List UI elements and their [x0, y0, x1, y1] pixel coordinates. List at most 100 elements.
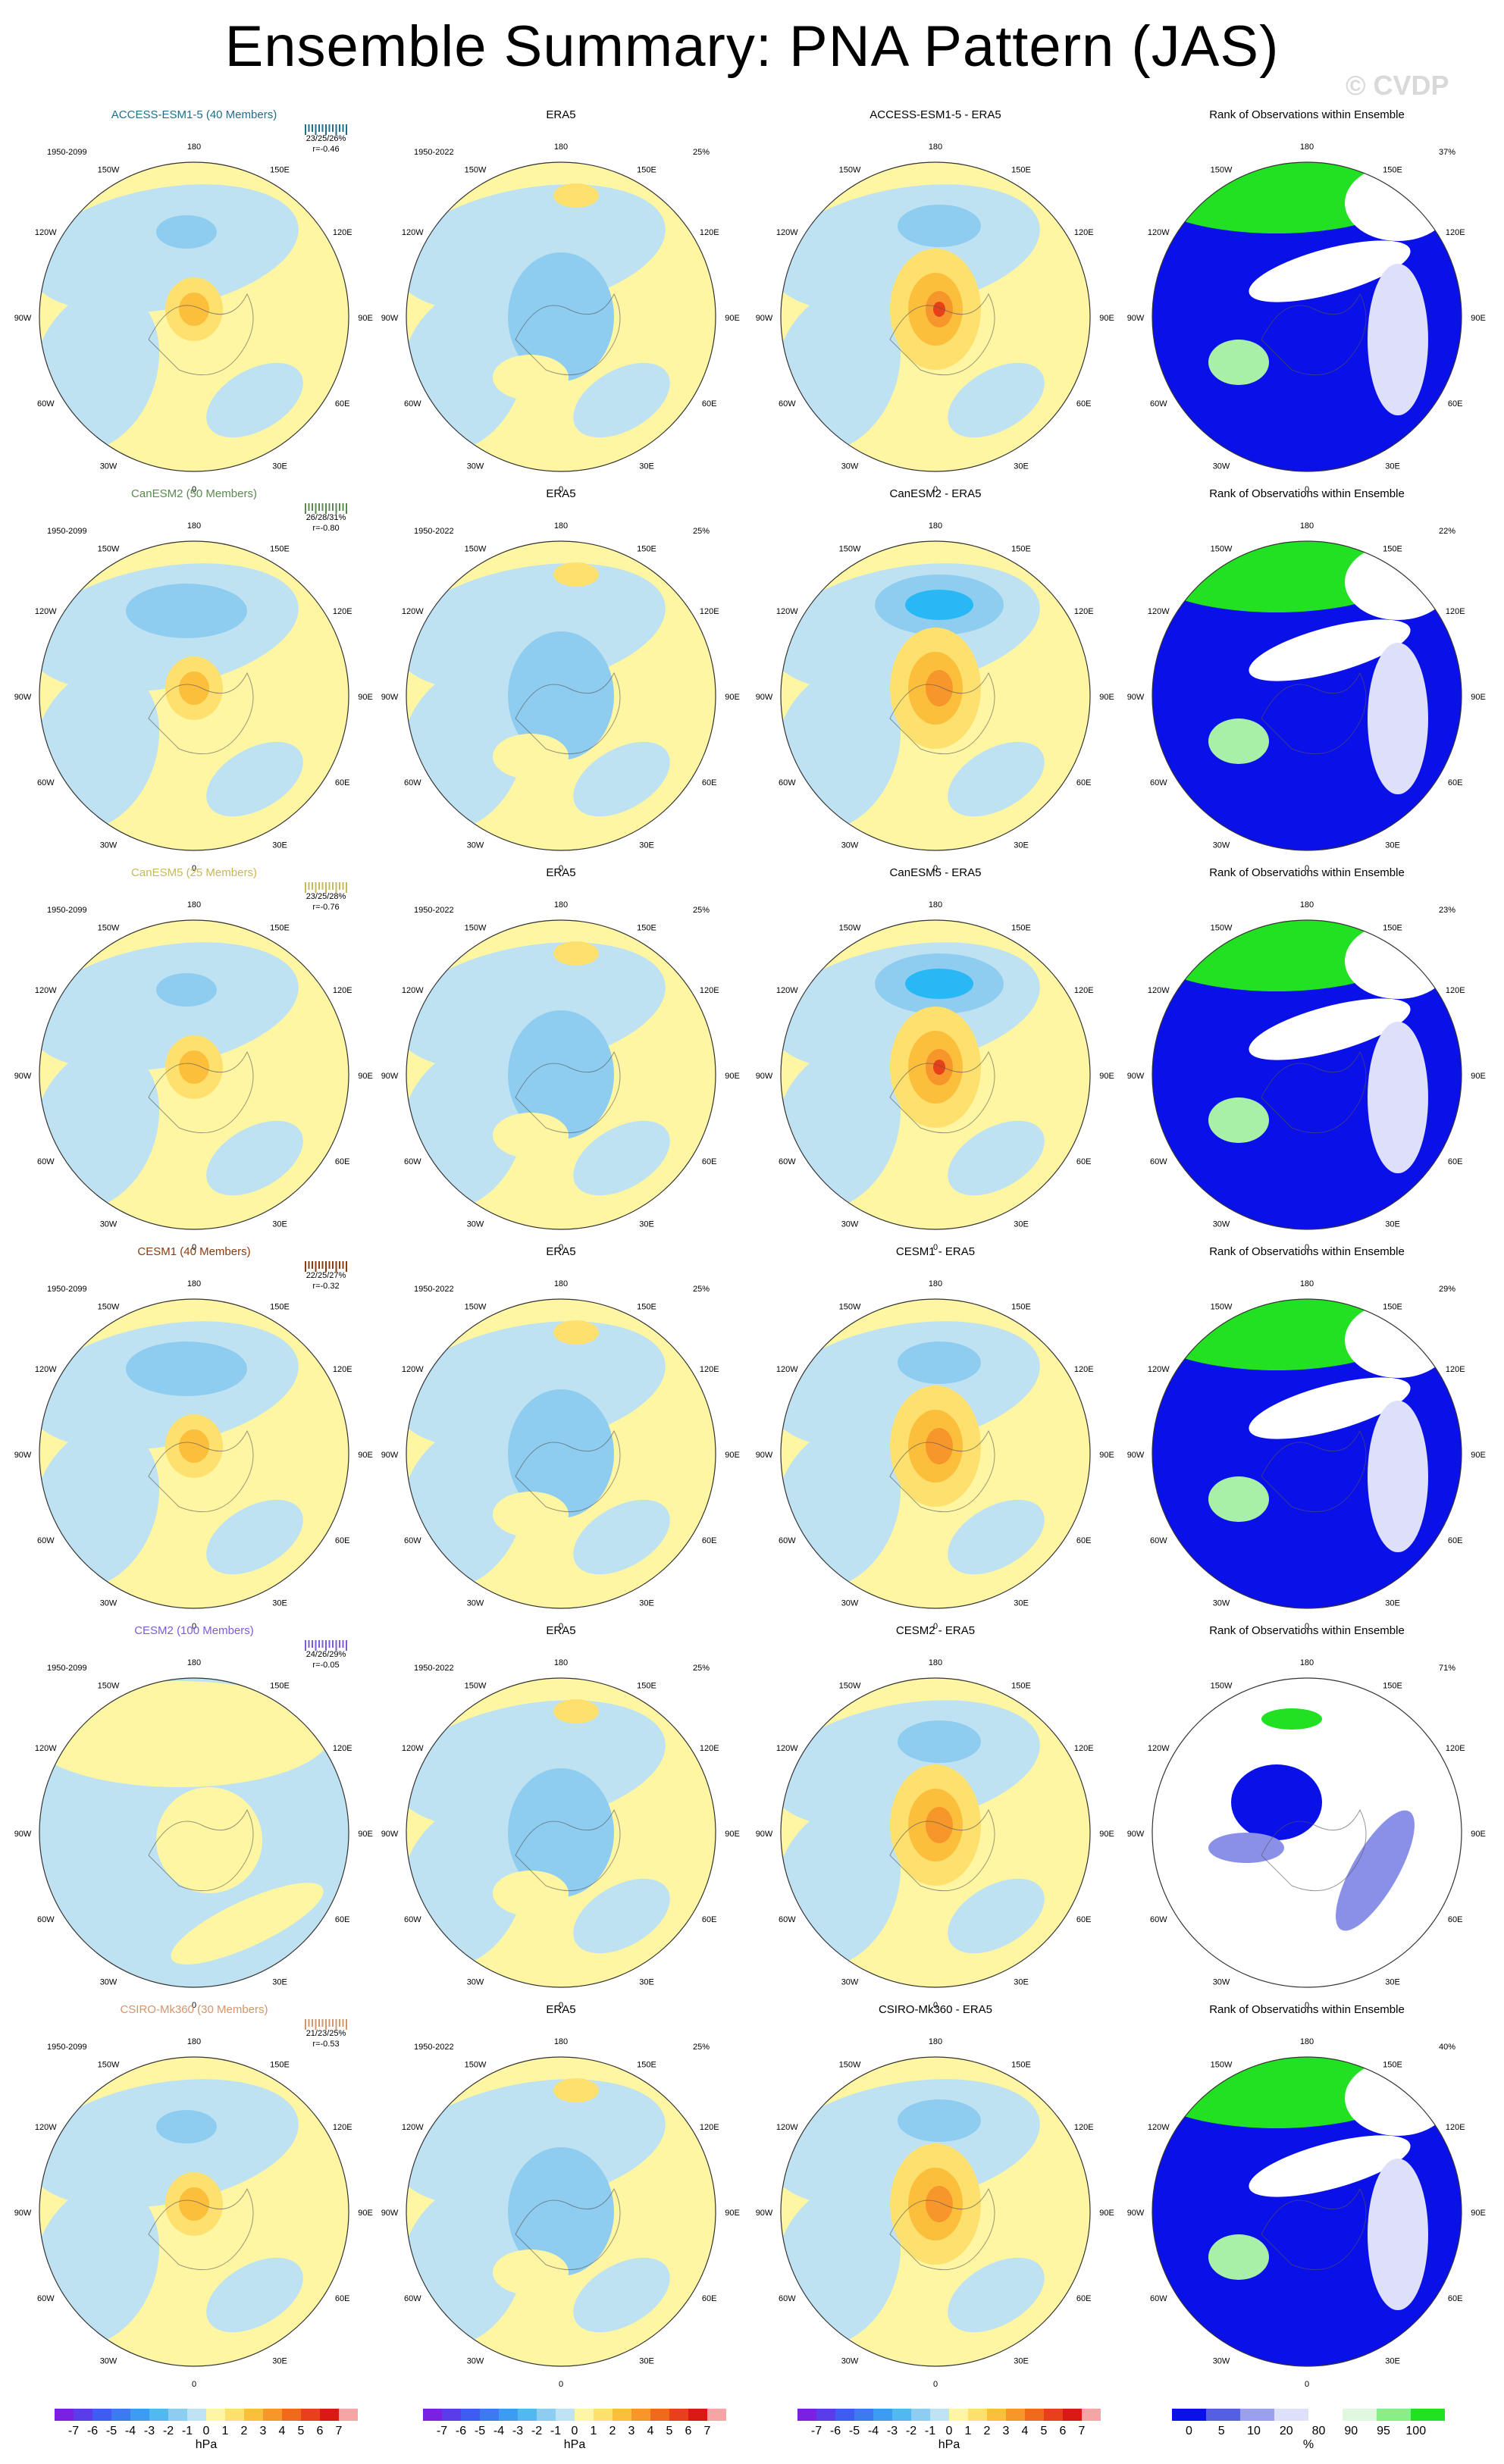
longitude-label: 60E — [335, 399, 350, 409]
longitude-label: 120E — [1446, 607, 1465, 616]
longitude-label: 120E — [1074, 1365, 1094, 1374]
variance-pct: 29% — [1439, 1285, 1455, 1294]
longitude-label: 30E — [1385, 841, 1400, 850]
coastline — [515, 293, 621, 376]
colorbar-tick-label: -3 — [512, 2425, 523, 2437]
longitude-label: 0 — [933, 1243, 938, 1252]
positive-anomaly — [156, 1787, 262, 1893]
longitude-label: 120E — [700, 2123, 719, 2132]
longitude-label: 90W — [14, 1451, 32, 1460]
longitude-label: 180 — [187, 521, 201, 531]
longitude-label: 180 — [554, 142, 568, 152]
colorbar-tick-label: 10 — [1247, 2425, 1261, 2437]
variance-pct: 25% — [693, 906, 710, 915]
colorbar-tick-label: 5 — [1041, 2425, 1048, 2437]
rank-mid — [1368, 643, 1428, 794]
longitude-label: 150E — [270, 923, 290, 932]
positive-anomaly — [179, 2187, 209, 2221]
colorbar-swatch — [797, 2409, 816, 2421]
longitude-label: 180 — [929, 1658, 942, 1667]
coastline — [1261, 672, 1367, 755]
positive-anomaly — [493, 1871, 569, 1916]
map-rim — [1152, 161, 1462, 472]
period-label: 1950-2022 — [414, 1664, 454, 1673]
map-panel-cesm1-model: 180 150E 120E 90E 60E 30E 0 30W 60W 90W 120W 150W CE… — [14, 1245, 373, 1631]
longitude-label: 90W — [14, 314, 32, 323]
longitude-label: 60W — [1150, 1536, 1167, 1545]
longitude-label: 120E — [700, 607, 719, 616]
longitude-label: 30E — [1014, 1978, 1029, 1987]
longitude-label: 120E — [1074, 986, 1094, 995]
longitude-label: 150E — [270, 165, 290, 174]
negative-anomaly — [573, 1499, 670, 1575]
longitude-label: 0 — [933, 485, 938, 494]
longitude-label: 90W — [756, 2209, 773, 2218]
positive-anomaly — [493, 1492, 569, 1537]
longitude-label: 120W — [402, 1744, 424, 1753]
longitude-label: 0 — [1305, 2001, 1309, 2010]
map-rim — [1152, 1677, 1462, 1988]
colorbar-swatch — [1377, 2409, 1411, 2421]
longitude-label: 120E — [700, 986, 719, 995]
longitude-label: 90W — [381, 1451, 399, 1460]
colorbar-tick-label: -7 — [437, 2425, 447, 2437]
colorbar-tick-label: 1 — [591, 2425, 597, 2437]
longitude-label: 30E — [272, 462, 287, 471]
variance-pct: 71% — [1439, 1664, 1455, 1673]
longitude-label: 120W — [35, 228, 57, 237]
colorbar-swatch — [968, 2409, 987, 2421]
map-rim — [780, 161, 1091, 472]
map-rim — [39, 161, 349, 472]
longitude-label: 150W — [1211, 923, 1233, 932]
longitude-label: 180 — [187, 142, 201, 152]
colorbar-unit: % — [1303, 2438, 1314, 2451]
longitude-label: 90W — [756, 1072, 773, 1081]
map-panel-cesm1-rank: 180 150E 120E 90E 60E 30E 0 30W 60W 90W 120W 150W Ra… — [1127, 1245, 1486, 1631]
longitude-label: 90E — [725, 1072, 740, 1081]
period-label: 1950-2099 — [47, 1285, 87, 1294]
pattern-correlation: r=-0.32 — [312, 1282, 339, 1291]
longitude-label: 60W — [404, 1915, 421, 1924]
longitude-label: 120W — [1148, 1744, 1170, 1753]
map-rim — [780, 2056, 1091, 2367]
panel-title: ACCESS-ESM1-5 - ERA5 — [870, 108, 1001, 121]
panel-title: CESM1 - ERA5 — [896, 1245, 975, 1258]
panel-title: Rank of Observations within Ensemble — [1209, 487, 1405, 500]
negative-anomaly — [573, 741, 670, 817]
rank-high — [1208, 1476, 1269, 1522]
longitude-label: 120E — [700, 1744, 719, 1753]
longitude-label: 60E — [1076, 778, 1092, 787]
map-panel-cesm2-rank: 180 150E 120E 90E 60E 30E 0 30W 60W 90W 120W 150W Ra… — [1127, 1624, 1486, 2010]
positive-anomaly — [553, 941, 599, 966]
longitude-label: 0 — [1305, 864, 1309, 873]
positive-anomaly — [553, 562, 599, 587]
longitude-label: 120E — [1446, 1744, 1465, 1753]
negative-anomaly — [948, 1120, 1045, 1196]
longitude-label: 120W — [776, 2123, 798, 2132]
longitude-label: 60E — [1448, 1536, 1463, 1545]
map-panel-canesm5-obs: 180 150E 120E 90E 60E 30E 0 30W 60W 90W 120W 150W ER… — [381, 866, 740, 1252]
map-rim — [780, 919, 1091, 1230]
longitude-label: 60W — [779, 1157, 796, 1166]
longitude-label: 90W — [1127, 2209, 1145, 2218]
negative-anomaly — [905, 590, 973, 620]
colorbar-swatch — [816, 2409, 835, 2421]
negative-anomaly — [156, 215, 217, 249]
colorbar-tick-label: 0 — [1186, 2425, 1192, 2437]
positive-anomaly — [553, 1320, 599, 1345]
negative-anomaly — [206, 2257, 303, 2333]
longitude-label: 150E — [1383, 1681, 1402, 1690]
map-panel-csiro-mk360-rank: 180 150E 120E 90E 60E 30E 0 30W 60W 90W 120W 150W Ra… — [1127, 2003, 1486, 2389]
longitude-label: 30W — [467, 462, 484, 471]
colorbar-tick-label: 95 — [1377, 2425, 1390, 2437]
longitude-label: 30W — [100, 841, 118, 850]
negative-anomaly — [39, 942, 299, 1071]
longitude-label: 120E — [1074, 607, 1094, 616]
longitude-label: 60E — [335, 1157, 350, 1166]
variance-pct: 25% — [693, 1285, 710, 1294]
longitude-label: 180 — [554, 521, 568, 531]
colorbar-swatch — [442, 2409, 461, 2421]
colorbar-swatch — [1006, 2409, 1025, 2421]
colorbar-swatch — [911, 2409, 930, 2421]
